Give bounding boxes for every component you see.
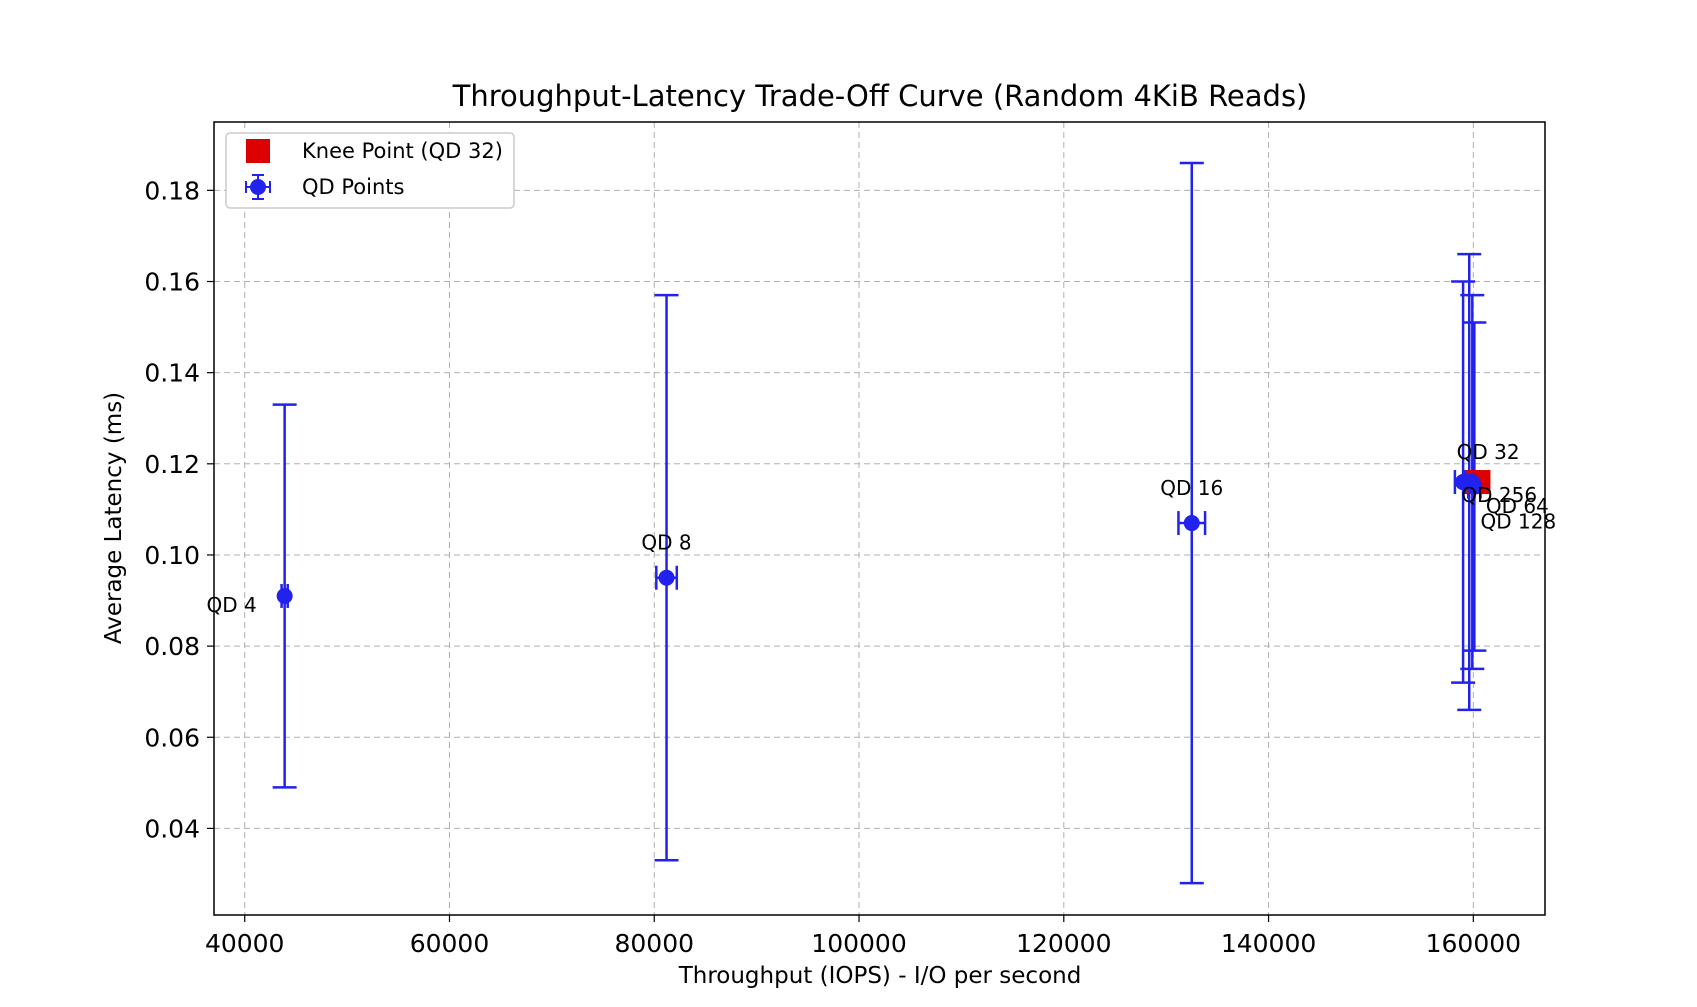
point-annotation: QD 256 <box>1461 483 1537 507</box>
y-tick-label: 0.16 <box>144 268 200 297</box>
qd-point <box>1183 515 1200 532</box>
x-tick-label: 160000 <box>1426 929 1521 958</box>
y-tick-label: 0.14 <box>144 359 200 388</box>
point-annotation: QD 32 <box>1457 440 1520 464</box>
legend-knee-label: Knee Point (QD 32) <box>302 139 503 163</box>
legend-knee-marker <box>246 139 270 163</box>
grid <box>214 122 1545 915</box>
y-tick-label: 0.08 <box>144 632 200 661</box>
data-points <box>276 474 1483 604</box>
y-axis-ticks: 0.04 0.06 0.08 0.10 0.12 0.14 0.16 0.18 <box>144 176 214 843</box>
point-annotation: QD 64 <box>1486 494 1549 518</box>
y-tick-label: 0.10 <box>144 541 200 570</box>
y-axis-label: Average Latency (ms) <box>101 392 127 644</box>
y-tick-label: 0.18 <box>144 176 200 205</box>
qd-point-overlay <box>1461 474 1478 491</box>
point-annotation: QD 16 <box>1160 476 1223 500</box>
point-annotation: QD 4 <box>207 593 257 617</box>
y-tick-label: 0.12 <box>144 450 200 479</box>
legend-box <box>225 132 515 209</box>
qd-point <box>276 587 293 604</box>
x-tick-label: 140000 <box>1221 929 1316 958</box>
legend-qd-marker <box>245 174 271 200</box>
error-bars <box>272 161 1487 885</box>
point-annotation: QD 128 <box>1481 510 1557 534</box>
x-tick-label: 120000 <box>1016 929 1111 958</box>
x-tick-label: 60000 <box>410 929 490 958</box>
x-axis-label: Throughput (IOPS) - I/O per second <box>678 963 1082 989</box>
x-tick-label: 80000 <box>614 929 694 958</box>
x-tick-label: 40000 <box>205 929 285 958</box>
x-axis-ticks: 40000 60000 80000 100000 120000 140000 160000 <box>205 915 1521 958</box>
chart-title: Throughput-Latency Trade-Off Curve (Rand… <box>452 79 1308 113</box>
qd-point <box>658 569 675 586</box>
y-tick-label: 0.04 <box>144 814 200 843</box>
legend: Knee Point (QD 32) QD Points <box>225 132 515 209</box>
legend-qd-label: QD Points <box>302 175 404 199</box>
x-tick-label: 100000 <box>811 929 906 958</box>
point-annotation: QD 8 <box>641 531 691 555</box>
plot-frame <box>213 121 1546 916</box>
knee-points <box>1455 470 1491 495</box>
y-tick-label: 0.06 <box>144 723 200 752</box>
